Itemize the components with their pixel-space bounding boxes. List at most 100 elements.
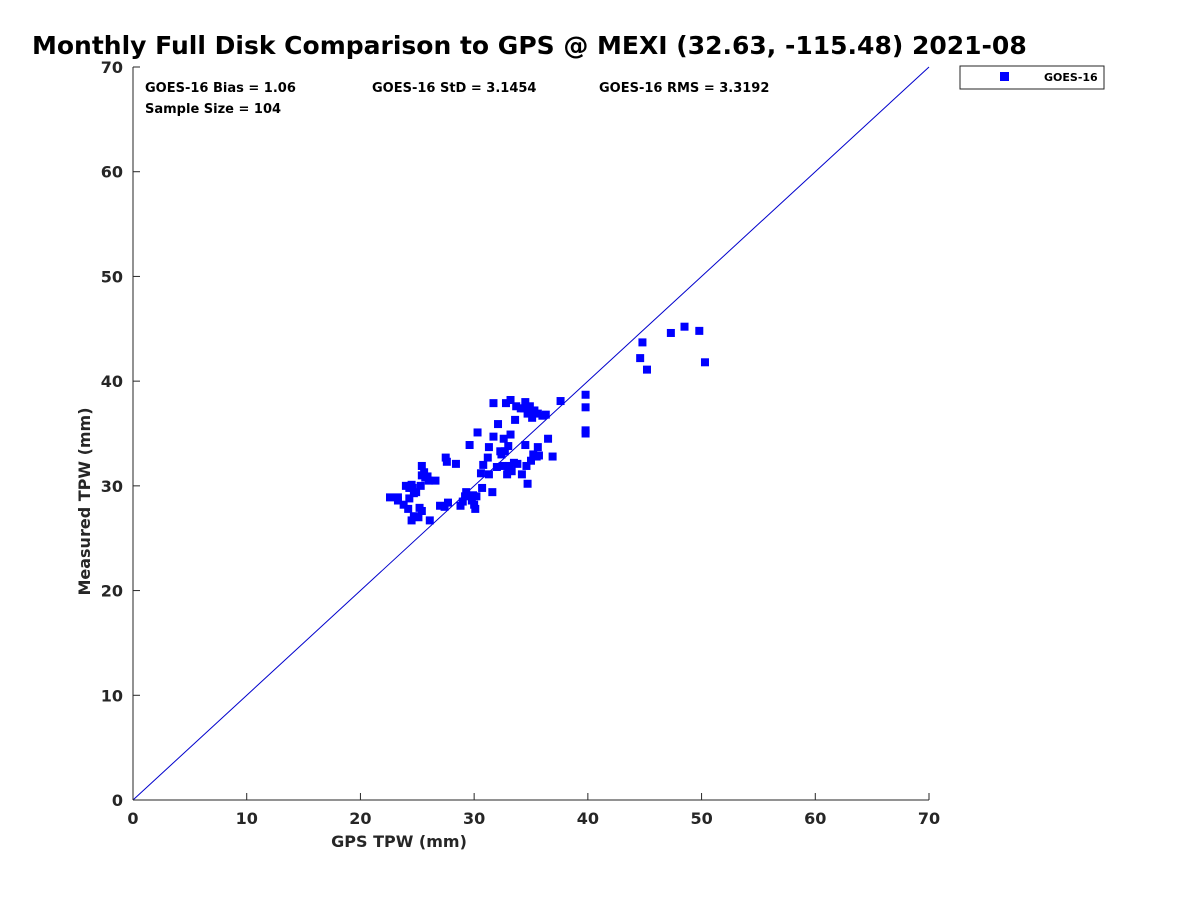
data-point [512,402,521,411]
data-point [489,432,498,441]
data-point [642,365,651,374]
data-point [581,403,590,412]
data-point [476,469,485,478]
x-tick-label: 50 [690,809,712,828]
data-point [405,494,414,503]
data-point [680,322,689,331]
data-point [399,500,408,509]
data-point [636,354,645,363]
data-point [483,453,492,462]
data-point [424,476,433,485]
data-point [503,470,512,479]
stat-sample-size: Sample Size = 104 [145,102,281,117]
data-point [509,458,518,467]
data-point [443,498,452,507]
plot-area: 0 10 20 30 40 50 60 70 0 10 20 30 40 50 60 70 [101,58,940,828]
data-point [484,443,493,452]
data-point [523,409,532,418]
y-tick-label: 0 [112,791,123,810]
data-point [465,441,474,450]
data-point [511,415,520,424]
y-tick-label: 10 [101,686,123,705]
data-point [533,443,542,452]
data-point [461,492,470,501]
data-point [414,513,423,522]
y-axis-ticks: 0 10 20 30 40 50 60 70 [101,58,140,810]
data-point [456,501,465,510]
data-point [527,456,535,465]
x-tick-label: 10 [236,809,258,828]
data-point [425,516,434,525]
x-tick-label: 0 [127,809,138,828]
data-point [533,409,542,418]
data-point [506,395,515,404]
data-point [440,502,449,511]
data-point [700,358,709,367]
data-point [478,483,487,492]
y-tick-label: 60 [101,163,123,182]
stat-rms: GOES-16 RMS = 3.3192 [599,81,769,96]
data-point [407,516,416,525]
data-point [423,472,432,481]
data-point [695,326,704,335]
data-point [556,397,565,406]
y-axis-label: Measured TPW (mm) [75,407,94,595]
data-point [393,493,402,502]
data-point [442,457,451,466]
x-axis-label: GPS TPW (mm) [331,832,467,851]
data-point [467,496,476,505]
chart-title: Monthly Full Disk Comparison to GPS @ ME… [32,31,1027,60]
stat-std: GOES-16 StD = 3.1454 [372,81,536,96]
data-point [494,420,503,429]
data-point [420,468,429,477]
data-point [470,500,479,509]
data-point [507,467,516,476]
data-point [517,470,526,479]
data-point [499,434,508,443]
stats-annotations: GOES-16 Bias = 1.06 GOES-16 StD = 3.1454… [145,81,769,117]
data-point [451,459,460,468]
data-point [638,338,647,347]
legend-box [959,65,1105,90]
data-point [488,488,497,497]
y-tick-label: 40 [101,372,123,391]
y-tick-label: 70 [101,58,123,77]
data-point [471,504,480,513]
data-point [436,501,445,510]
data-point [431,476,440,485]
legend-entry-goes-16: GOES-16 [1044,71,1098,84]
data-point [505,461,514,470]
data-point [385,493,394,502]
data-point [548,452,557,461]
data-point [404,504,413,513]
x-tick-label: 60 [804,809,826,828]
data-point [520,404,529,413]
data-point [484,470,493,479]
data-point [492,463,501,472]
y-tick-label: 20 [101,582,123,601]
x-tick-label: 30 [463,809,485,828]
data-point [506,430,515,439]
data-point [415,503,424,512]
x-tick-label: 70 [918,809,940,828]
data-point [473,428,482,437]
data-point [416,481,425,490]
data-point [441,453,450,462]
data-point [581,429,590,438]
data-point [498,461,507,470]
x-axis-ticks: 0 10 20 30 40 50 60 70 [127,793,940,828]
data-point [417,461,426,470]
data-point [534,451,543,460]
data-point [472,492,481,501]
data-point [458,497,467,506]
x-tick-label: 20 [349,809,371,828]
y-tick-label: 50 [101,267,123,286]
data-point [412,488,421,497]
x-tick-label: 40 [577,809,599,828]
data-point [408,483,417,492]
data-point [497,450,506,459]
data-point [521,441,530,450]
reference-line [132,66,930,801]
data-point [525,402,534,411]
